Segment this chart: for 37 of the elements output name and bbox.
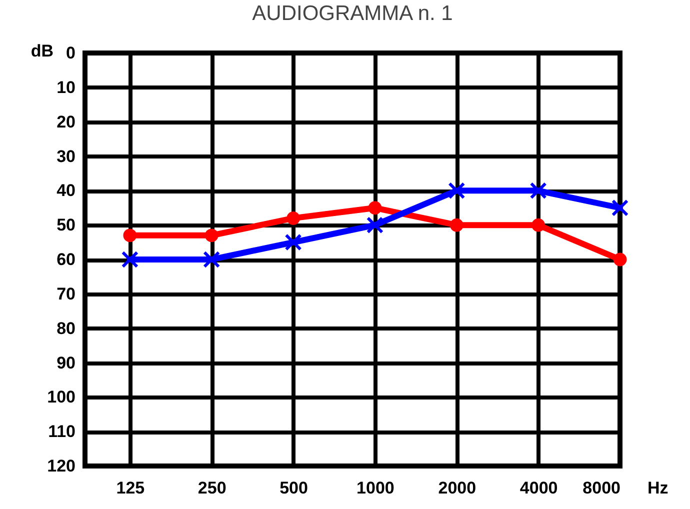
x-tick-label: 500	[280, 478, 308, 498]
x-axis-title: Hz	[648, 478, 668, 498]
x-tick-label: 1000	[356, 478, 394, 498]
y-tick-label: 30	[56, 146, 76, 166]
y-tick-label: 20	[56, 112, 76, 132]
x-tick-label: 8000	[582, 478, 620, 498]
x-tick-label: 4000	[520, 478, 558, 498]
x-tick-label: 250	[198, 478, 226, 498]
y-tick-label: 120	[47, 456, 76, 476]
point	[611, 199, 629, 216]
point	[368, 201, 382, 215]
point	[286, 212, 300, 225]
y-tick-label: 70	[56, 284, 76, 304]
point	[204, 228, 218, 242]
y-tick-label: 90	[56, 353, 76, 372]
y-tick-label: 110	[48, 422, 76, 442]
y-tick-label: 100	[47, 388, 76, 407]
y-tick-label: 60	[56, 250, 76, 269]
point	[448, 182, 466, 200]
point	[121, 250, 138, 268]
x-tick-label: 125	[116, 478, 145, 498]
y-tick-label: 0	[66, 44, 76, 62]
point	[530, 182, 547, 200]
point	[532, 218, 546, 232]
y-tick-label: 10	[56, 78, 76, 97]
chart-title: AUDIOGRAMMA n. 1	[252, 2, 453, 25]
y-axis-title: dB	[30, 42, 54, 60]
y-tick-label: 50	[56, 216, 76, 235]
point	[450, 218, 464, 232]
point	[203, 250, 220, 268]
point	[366, 216, 384, 234]
y-tick-label: 80	[56, 318, 76, 338]
point	[123, 228, 137, 242]
point	[284, 234, 302, 251]
point	[613, 252, 627, 266]
x-tick-label: 2000	[438, 478, 476, 498]
y-tick-label: 40	[56, 181, 76, 200]
